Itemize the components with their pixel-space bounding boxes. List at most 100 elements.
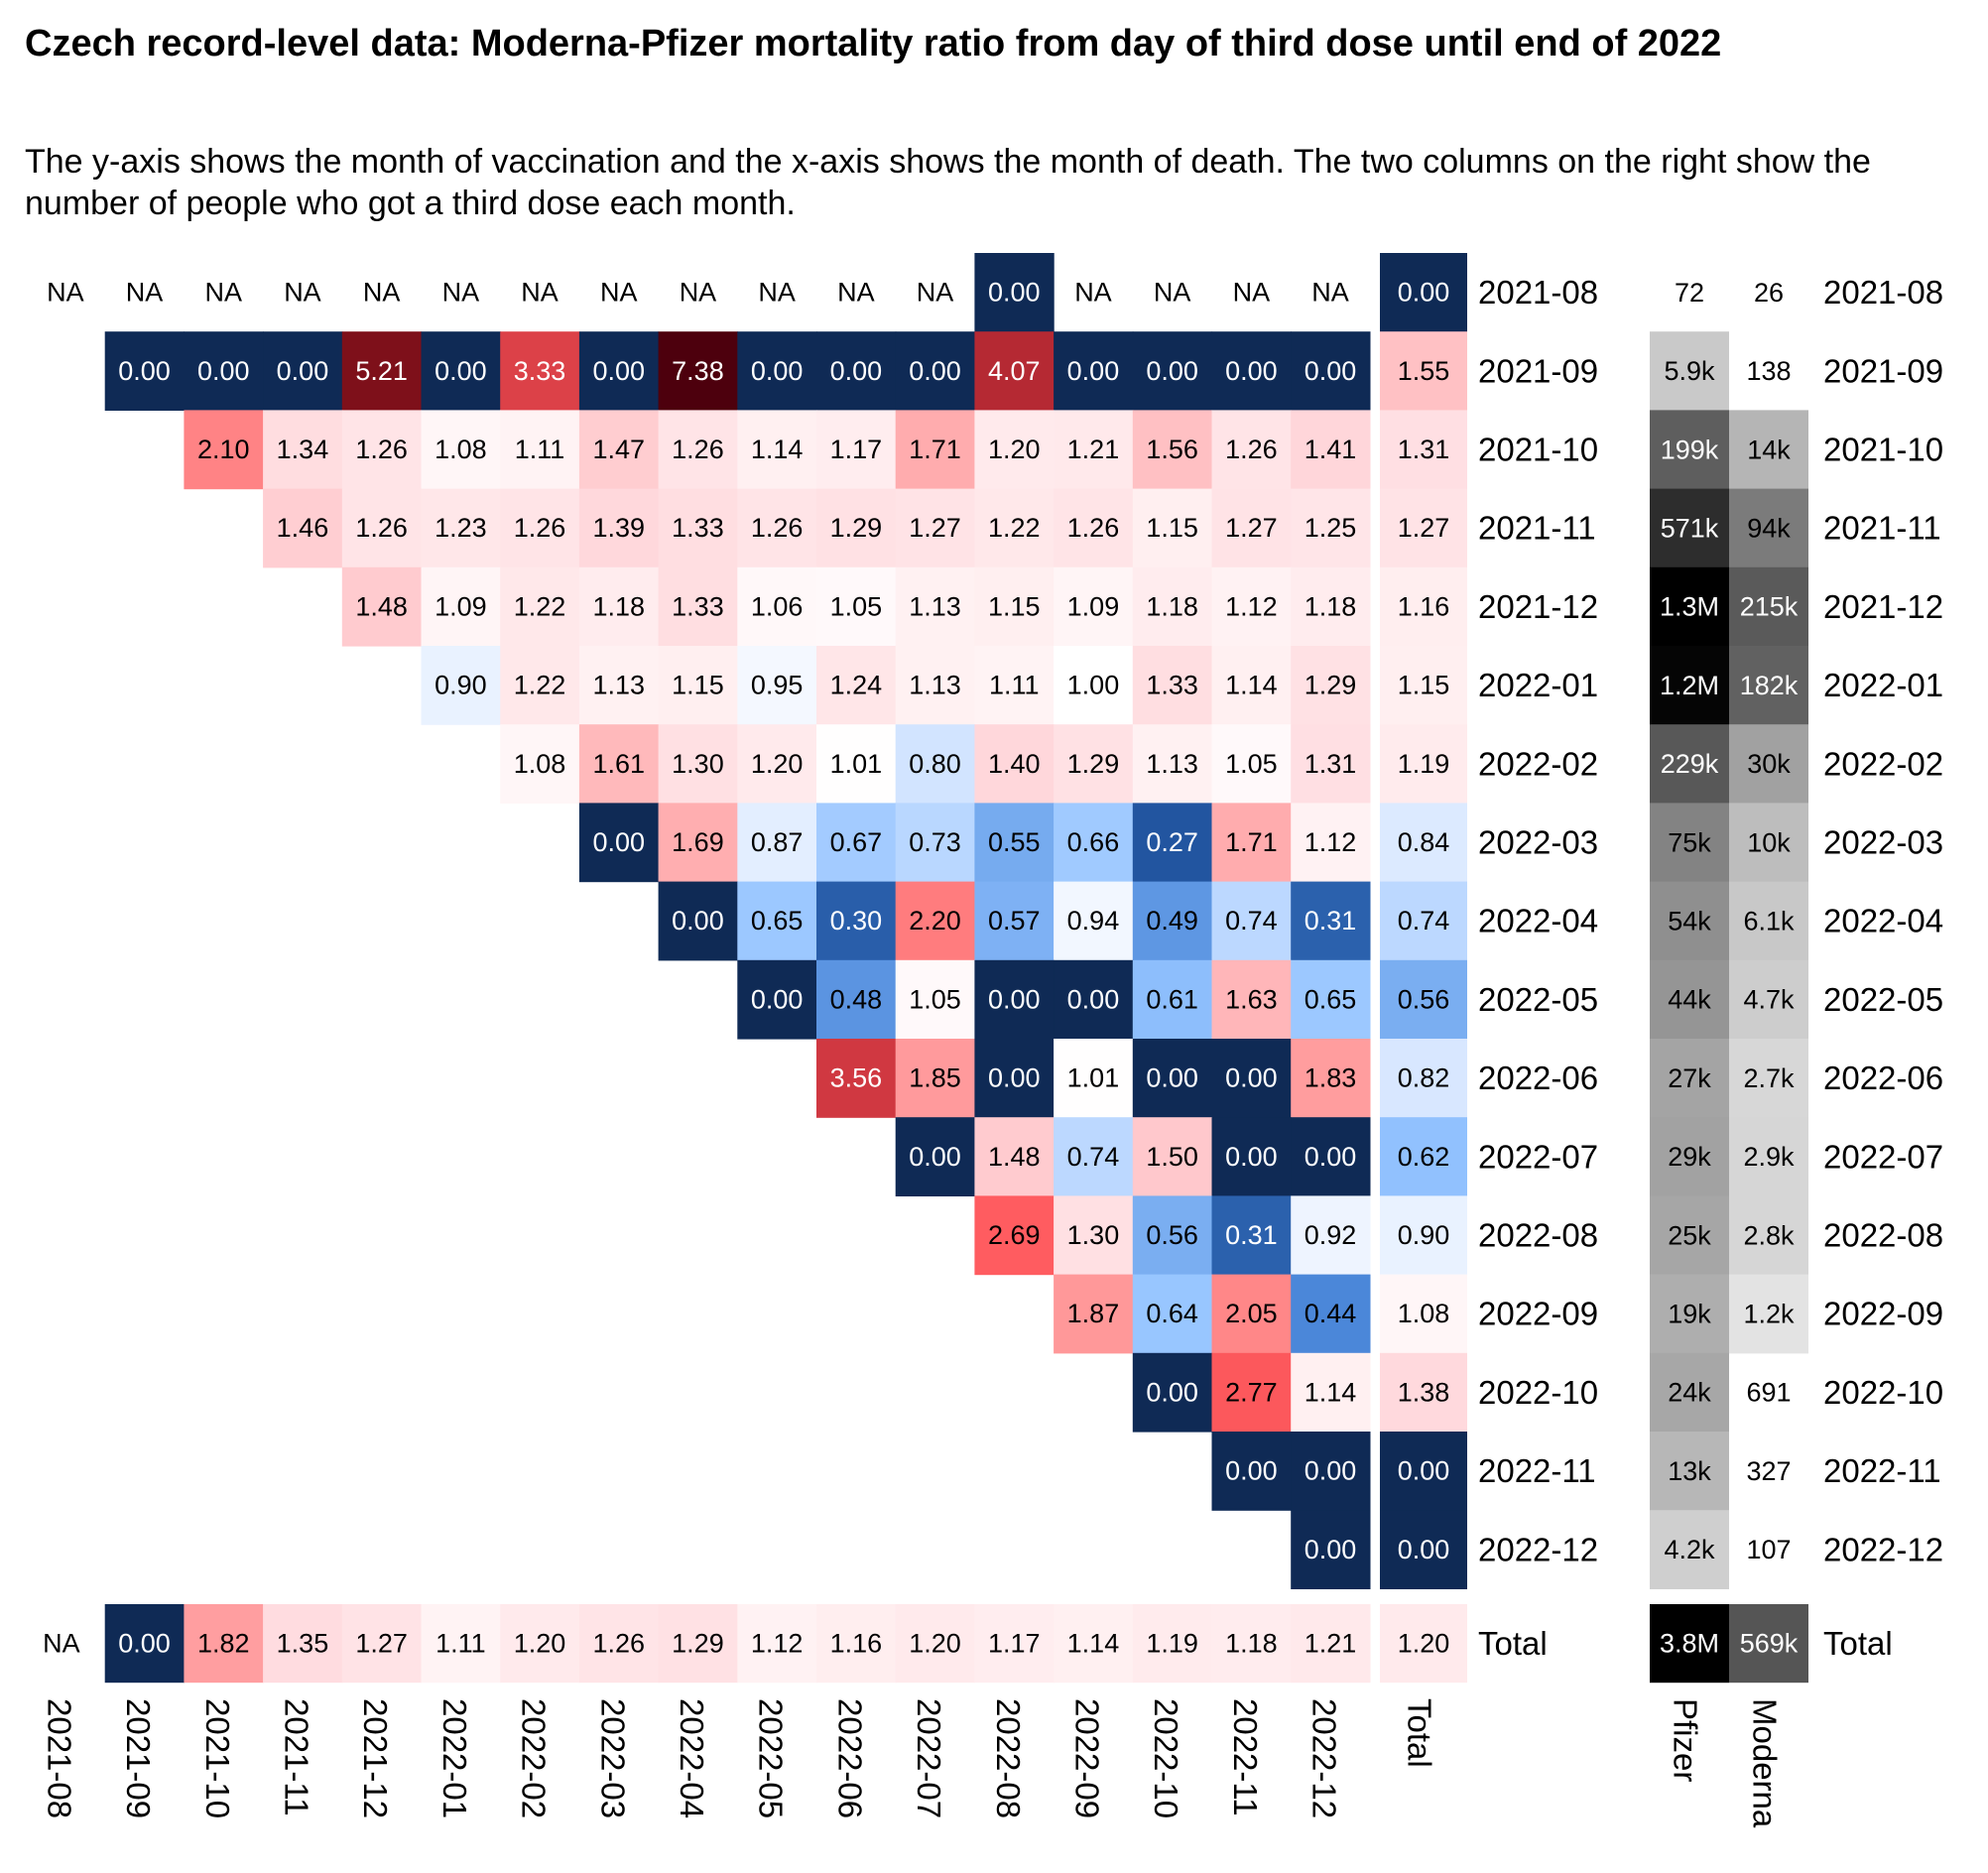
- cell-label: 0.00: [592, 827, 645, 857]
- dose-row-label: 2022-07: [1823, 1138, 1943, 1175]
- x-axis-label: 2022-09: [1068, 1698, 1105, 1818]
- row-total-rect: [1380, 410, 1467, 490]
- row-total-cell: 1.55: [1380, 331, 1467, 411]
- heatmap-cell: 0.73: [895, 803, 975, 883]
- cell-label: 1.20: [988, 435, 1041, 464]
- axis-labels: 2021-08 2021-08 2021-09 2021-09 2021-10 2021-…: [41, 274, 1943, 1828]
- cell-rect: [658, 331, 738, 411]
- cell-rect: [816, 331, 897, 411]
- heatmap-cell: 0.00: [184, 331, 264, 411]
- heatmap-cell: 1.22: [500, 566, 580, 647]
- cell-label: 1.61: [592, 749, 645, 779]
- cell-rect: [1291, 1432, 1371, 1511]
- heatmap-cell: 0.00: [578, 331, 660, 411]
- cell-label: 1.13: [592, 671, 645, 700]
- moderna-dose-cell-label: 215k: [1740, 592, 1799, 622]
- x-axis-label: 2021-09: [120, 1698, 157, 1818]
- cell-rect: [341, 566, 423, 647]
- cell-rect: [1132, 1039, 1213, 1118]
- pfizer-dose-cell: 1.3M: [1650, 566, 1729, 647]
- chart-subtitle: The y-axis shows the month of vaccinatio…: [25, 143, 1871, 222]
- moderna-dose-cell-rect: [1729, 959, 1808, 1040]
- cell-label: 1.22: [514, 671, 566, 700]
- dose-row-label: 2022-09: [1823, 1296, 1943, 1332]
- cell-rect: [974, 331, 1055, 411]
- cell-rect: [421, 410, 501, 490]
- row-total-label: 1.08: [1398, 1299, 1450, 1328]
- row-total-cell: 1.19: [1380, 724, 1467, 804]
- cell-rect: [1291, 1195, 1371, 1276]
- moderna-dose-cell: 2.7k: [1729, 1039, 1808, 1118]
- column-total-label: NA: [43, 1629, 80, 1659]
- pfizer-total-cell-rect: [1650, 1604, 1729, 1684]
- heatmap-cell: NA: [284, 278, 321, 308]
- pfizer-dose-cell-label: 44k: [1668, 985, 1711, 1015]
- heatmap-cell: 2.05: [1211, 1274, 1292, 1354]
- heatmap-cell: 0.74: [1211, 881, 1292, 961]
- cell-rect: [816, 881, 897, 961]
- cell-rect: [1132, 1195, 1213, 1276]
- heatmap-cell: 2.69: [974, 1195, 1055, 1276]
- cell-label: 1.22: [514, 591, 566, 621]
- cell-label: 1.26: [514, 513, 566, 543]
- cell-label: 0.30: [830, 906, 883, 936]
- moderna-dose-cell-label: 1.2k: [1743, 1300, 1795, 1329]
- moderna-dose-cell-label: 327: [1746, 1456, 1791, 1486]
- row-total-label: 1.31: [1398, 435, 1450, 464]
- pfizer-dose-cell-label: 29k: [1668, 1142, 1711, 1172]
- heatmap-cell: NA: [758, 278, 796, 308]
- cell-label: 0.94: [1067, 906, 1120, 936]
- cell-rect: [1291, 488, 1371, 568]
- column-total-label: 1.18: [1225, 1629, 1278, 1659]
- pfizer-dose-cell-label: 4.2k: [1664, 1535, 1715, 1564]
- moderna-dose-cell: 138: [1746, 356, 1791, 386]
- y-axis-label: 2022-01: [1478, 667, 1598, 703]
- heatmap-cell: 1.17: [816, 410, 897, 490]
- y-axis-total-label: Total: [1478, 1625, 1548, 1662]
- row-total-rect: [1380, 1510, 1467, 1589]
- heatmap-cell: 1.40: [974, 724, 1055, 804]
- cell-label: 0.00: [1146, 356, 1198, 386]
- row-total-rect: [1380, 724, 1467, 804]
- row-total-rect: [1380, 1352, 1467, 1433]
- heatmap-cell: NA: [204, 278, 242, 308]
- pfizer-dose-cell-label: 19k: [1668, 1300, 1711, 1329]
- column-total-rect: [1054, 1604, 1134, 1684]
- heatmap-cell: 2.20: [895, 881, 975, 961]
- cell-label: 0.00: [1305, 1456, 1357, 1486]
- heatmap-cell: 1.63: [1211, 959, 1292, 1040]
- x-axis-label: 2021-08: [41, 1698, 77, 1818]
- column-total-rect: [895, 1604, 975, 1684]
- cell-rect: [578, 803, 660, 883]
- column-total-label: 1.11: [435, 1629, 486, 1659]
- x-axis-label: 2022-08: [990, 1698, 1027, 1818]
- dose-row-label: 2022-01: [1823, 667, 1943, 703]
- heatmap-cell: 1.30: [658, 724, 738, 804]
- dose-row-label: 2021-11: [1823, 510, 1941, 547]
- heatmap-cell: 1.41: [1291, 410, 1371, 490]
- heatmap-cell: NA: [1233, 278, 1271, 308]
- column-total-label: 1.17: [988, 1629, 1041, 1659]
- heatmap-cell: 1.15: [658, 646, 738, 725]
- dose-row-label: 2022-06: [1823, 1060, 1943, 1096]
- cell-label: 0.00: [909, 1142, 961, 1172]
- row-total-cell: 0.00: [1380, 1432, 1467, 1511]
- cell-label: 1.15: [672, 671, 724, 700]
- row-total-label: 0.00: [1398, 278, 1450, 308]
- cell-rect: [1291, 959, 1371, 1040]
- cell-rect: [816, 646, 897, 725]
- cell-rect: [1054, 331, 1134, 411]
- cell-label: 1.39: [592, 513, 645, 543]
- cell-label: 1.87: [1067, 1299, 1120, 1328]
- moderna-dose-cell: 327: [1746, 1456, 1791, 1486]
- cell-label: 1.18: [1146, 591, 1198, 621]
- cell-label: 1.18: [1305, 591, 1357, 621]
- cell-rect: [737, 410, 817, 490]
- heatmap-cell: 1.23: [421, 488, 501, 568]
- cell-label: 0.31: [1305, 906, 1357, 936]
- cell-rect: [895, 410, 975, 490]
- heatmap-cell: 1.18: [1132, 566, 1213, 647]
- moderna-dose-cell-rect: [1729, 488, 1808, 568]
- cell-rect: [500, 410, 580, 490]
- row-total-cell: 0.56: [1380, 959, 1467, 1040]
